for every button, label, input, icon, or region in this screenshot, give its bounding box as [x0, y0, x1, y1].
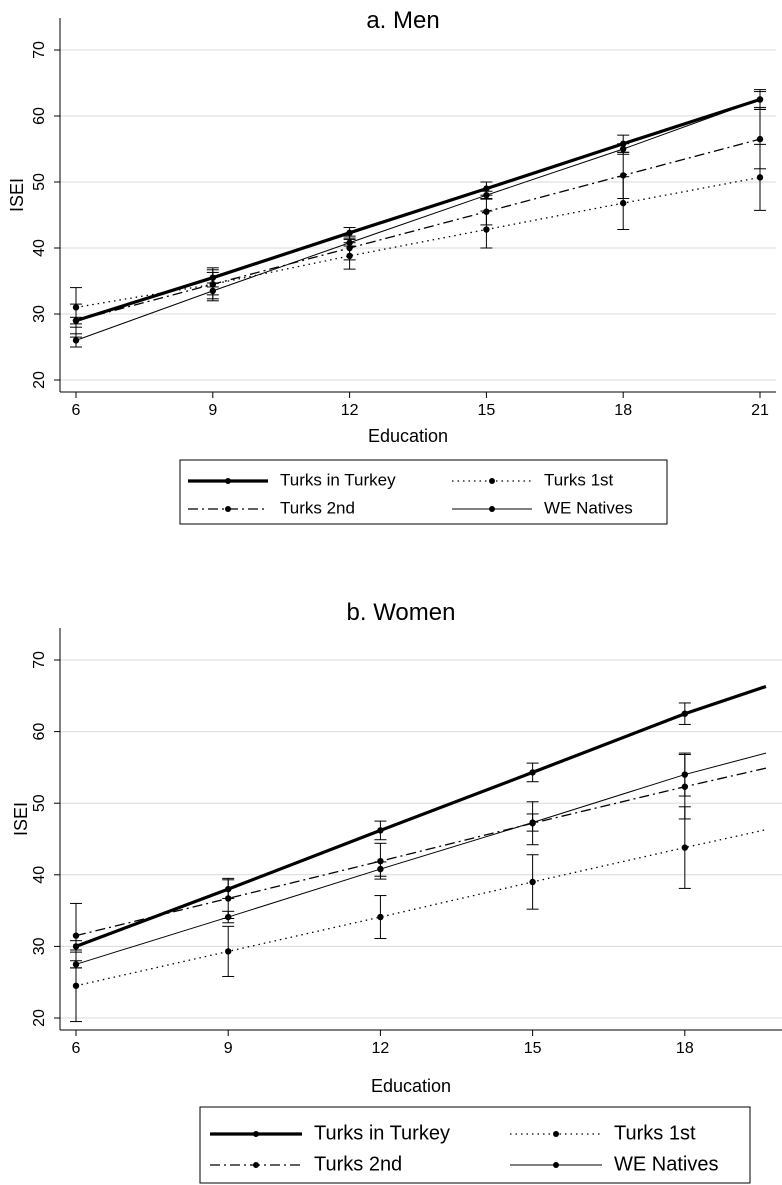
y-tick-label: 50 [31, 794, 48, 812]
y-tick-label: 30 [31, 305, 48, 323]
y-tick-label: 70 [31, 41, 48, 59]
data-point [72, 337, 80, 344]
y-tick-label: 60 [31, 107, 48, 125]
data-point [377, 865, 384, 873]
legend-label: WE Natives [614, 1153, 718, 1175]
data-point [483, 226, 490, 233]
data-point [72, 961, 80, 968]
legend-label: Turks in Turkey [314, 1122, 450, 1144]
data-point [529, 878, 536, 886]
data-point [681, 844, 689, 851]
x-tick-label: 9 [224, 1040, 233, 1057]
series-line [75, 99, 761, 341]
series-line [75, 767, 767, 937]
legend-box [199, 1106, 751, 1184]
x-tick-label: 18 [614, 402, 632, 419]
x-tick-label: 18 [676, 1040, 694, 1057]
x-tick-label: 21 [751, 402, 769, 419]
x-axis-label: Education [371, 1076, 451, 1096]
data-point [377, 857, 384, 865]
legend-label: Turks in Turkey [280, 470, 396, 489]
data-point [225, 895, 232, 902]
data-point [72, 932, 80, 939]
series-line [75, 138, 761, 322]
legend-marker [553, 1131, 559, 1137]
x-axis-label: Education [368, 426, 448, 446]
data-point [209, 281, 216, 288]
x-tick-label: 15 [478, 402, 496, 419]
y-tick-label: 60 [31, 723, 48, 741]
data-point [346, 239, 353, 246]
series-layer [70, 684, 767, 1023]
legend: Turks in Turkey Turks 1st Turks 2nd WE Nati… [179, 459, 668, 525]
data-point [756, 174, 764, 181]
data-point [483, 192, 490, 199]
y-axis-label: ISEI [7, 178, 27, 212]
x-tick-label: 12 [372, 1040, 390, 1057]
data-point [377, 827, 384, 834]
data-point [225, 948, 232, 955]
series-line [75, 97, 761, 323]
series-layer [70, 89, 766, 348]
data-point [377, 913, 384, 921]
y-tick-label: 40 [31, 239, 48, 257]
chart-men: a. Men 20 30 40 50 60 70 6 9 12 15 18 21 ISEI Educatio… [7, 7, 776, 525]
data-point [72, 982, 80, 989]
y-tick-label: 20 [31, 371, 48, 389]
y-tick-label: 20 [31, 1009, 48, 1027]
x-tick-label: 12 [341, 402, 359, 419]
chart-title: b. Women [347, 599, 456, 626]
legend-marker [553, 1162, 559, 1168]
legend-marker [489, 506, 495, 512]
y-axis-label: ISEI [11, 802, 31, 836]
y-tick-label: 30 [31, 937, 48, 955]
data-point [620, 145, 627, 153]
x-tick-label: 6 [72, 402, 81, 419]
data-point [72, 317, 80, 324]
data-point [529, 769, 536, 776]
legend-marker [489, 478, 495, 484]
chart-title: a. Men [366, 7, 439, 34]
legend-label: Turks 2nd [280, 498, 355, 517]
series-line [75, 752, 767, 965]
data-point [756, 96, 764, 103]
legend-marker [225, 506, 231, 512]
x-tick-label: 6 [72, 1040, 81, 1057]
data-point [225, 913, 232, 921]
series-line [75, 829, 767, 987]
data-point [483, 185, 490, 192]
x-tick-label: 15 [524, 1040, 542, 1057]
y-tick-label: 70 [31, 651, 48, 669]
data-point [346, 229, 353, 237]
data-point [756, 135, 764, 143]
data-point [620, 199, 627, 207]
y-tick-label: 50 [31, 173, 48, 191]
data-point [483, 208, 490, 215]
legend-marker [253, 1131, 259, 1137]
legend-label: WE Natives [544, 498, 633, 517]
x-tick-label: 9 [208, 402, 217, 419]
data-point [681, 710, 689, 717]
legend-marker [225, 478, 231, 484]
y-tick-label: 40 [31, 866, 48, 884]
data-point [620, 172, 627, 179]
legend: Turks in Turkey Turks 1st Turks 2nd WE Nati… [199, 1106, 751, 1184]
legend-label: Turks 2nd [314, 1153, 402, 1175]
series-line [75, 684, 767, 948]
data-point [529, 819, 536, 826]
series-line [75, 176, 761, 309]
data-point [209, 287, 216, 295]
legend-box [179, 459, 668, 525]
legend-marker [253, 1162, 259, 1168]
chart-women: b. Women 20 30 40 50 60 70 6 9 12 15 18 ISEI Educatio… [11, 599, 782, 1184]
legend-label: Turks 1st [614, 1122, 696, 1144]
legend-label: Turks 1st [544, 470, 614, 489]
data-point [681, 771, 689, 778]
